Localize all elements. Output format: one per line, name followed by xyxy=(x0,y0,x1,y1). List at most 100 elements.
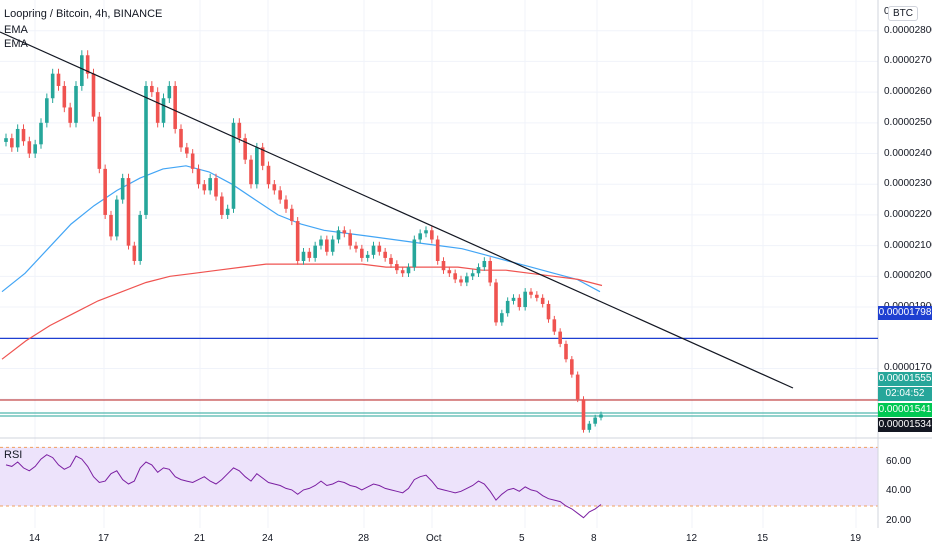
candle xyxy=(581,396,586,433)
candle xyxy=(494,278,498,326)
candle xyxy=(91,68,96,122)
candle xyxy=(505,297,510,317)
candle xyxy=(225,204,230,219)
candle xyxy=(10,133,14,152)
ema-fast-legend[interactable]: EMA xyxy=(4,24,28,36)
candle xyxy=(447,266,452,277)
candle xyxy=(360,244,364,262)
rsi-line xyxy=(5,454,602,519)
candle xyxy=(167,81,172,104)
candle xyxy=(74,81,78,128)
candle xyxy=(50,68,55,104)
candle xyxy=(517,294,522,311)
candle xyxy=(231,118,236,213)
price-axis-label: 0.00002700 xyxy=(884,55,932,67)
candle xyxy=(383,247,387,262)
date-axis-label: 17 xyxy=(98,533,110,544)
candle xyxy=(470,269,475,281)
price-axis-label: 0.00002500 xyxy=(884,116,932,128)
candle xyxy=(535,291,539,302)
candle xyxy=(126,173,131,250)
candle xyxy=(336,226,341,244)
candle xyxy=(593,414,597,427)
candle xyxy=(4,133,8,147)
candle xyxy=(587,420,592,433)
candle xyxy=(179,124,183,152)
candle xyxy=(284,195,288,213)
candle xyxy=(190,149,195,174)
date-axis-label: Oct xyxy=(426,533,442,544)
candle xyxy=(406,263,411,277)
candle xyxy=(255,142,259,189)
price-tag: 0.00001534 xyxy=(878,418,932,432)
price-axis-label: 0.00002300 xyxy=(884,178,932,190)
candle xyxy=(39,118,43,149)
candle xyxy=(85,50,90,79)
price-axis-label: 0.00002400 xyxy=(884,147,932,159)
candle xyxy=(260,142,265,171)
candle xyxy=(552,315,557,335)
candle xyxy=(465,272,469,287)
candle xyxy=(249,155,253,189)
candle xyxy=(243,133,247,165)
date-axis-label: 15 xyxy=(757,533,769,544)
candle xyxy=(196,164,201,189)
candle xyxy=(319,235,323,250)
date-axis-label: 12 xyxy=(686,533,698,544)
candle xyxy=(214,173,218,201)
candle xyxy=(599,411,603,421)
candle xyxy=(278,186,282,204)
candle xyxy=(342,226,347,238)
candle xyxy=(208,173,212,195)
rsi-legend[interactable]: RSI xyxy=(4,449,23,461)
trendline[interactable] xyxy=(0,31,794,389)
price-axis-label: 0.00002100 xyxy=(884,239,932,251)
date-axis-label: 5 xyxy=(519,533,525,544)
candle xyxy=(430,226,434,244)
candle xyxy=(395,260,399,274)
candle xyxy=(62,81,67,113)
candle xyxy=(348,229,352,250)
currency-button[interactable]: BTC xyxy=(888,6,918,21)
chart-grid xyxy=(0,0,878,528)
candle xyxy=(424,226,428,238)
candle xyxy=(290,204,294,226)
candle xyxy=(441,257,446,274)
candle xyxy=(511,294,516,305)
candle xyxy=(365,251,370,262)
candle xyxy=(529,288,533,299)
candle xyxy=(301,247,306,265)
candle xyxy=(173,81,177,134)
candle xyxy=(144,81,148,219)
candle xyxy=(418,229,422,244)
rsi-axis-label: 20.00 xyxy=(886,514,912,526)
candle xyxy=(459,275,463,287)
candle xyxy=(115,195,119,241)
candle xyxy=(295,217,300,265)
candle xyxy=(132,241,137,265)
candle xyxy=(138,210,142,265)
candle xyxy=(546,300,551,323)
price-axis-label: 0.00001700 xyxy=(884,362,932,374)
price-axis-label: 0.00002000 xyxy=(884,270,932,282)
chart-title: Loopring / Bitcoin, 4h, BINANCE xyxy=(4,8,163,20)
candle xyxy=(435,235,440,265)
price-tag: 0.00001555 xyxy=(878,372,932,386)
candle xyxy=(412,235,417,271)
candle xyxy=(21,124,26,146)
candle xyxy=(575,371,580,403)
candle xyxy=(266,161,271,189)
candle xyxy=(307,247,312,262)
price-axis-label: 0.00002800 xyxy=(884,24,932,36)
candle xyxy=(354,241,358,253)
price-tag: 02:04:52 xyxy=(878,387,932,401)
candle xyxy=(482,257,487,271)
candle xyxy=(220,192,224,219)
ema-slow-legend[interactable]: EMA xyxy=(4,38,28,50)
candle xyxy=(185,142,189,158)
candle xyxy=(237,118,242,143)
date-axis-label: 24 xyxy=(262,533,274,544)
date-axis-label: 21 xyxy=(194,533,206,544)
candle xyxy=(330,235,335,256)
